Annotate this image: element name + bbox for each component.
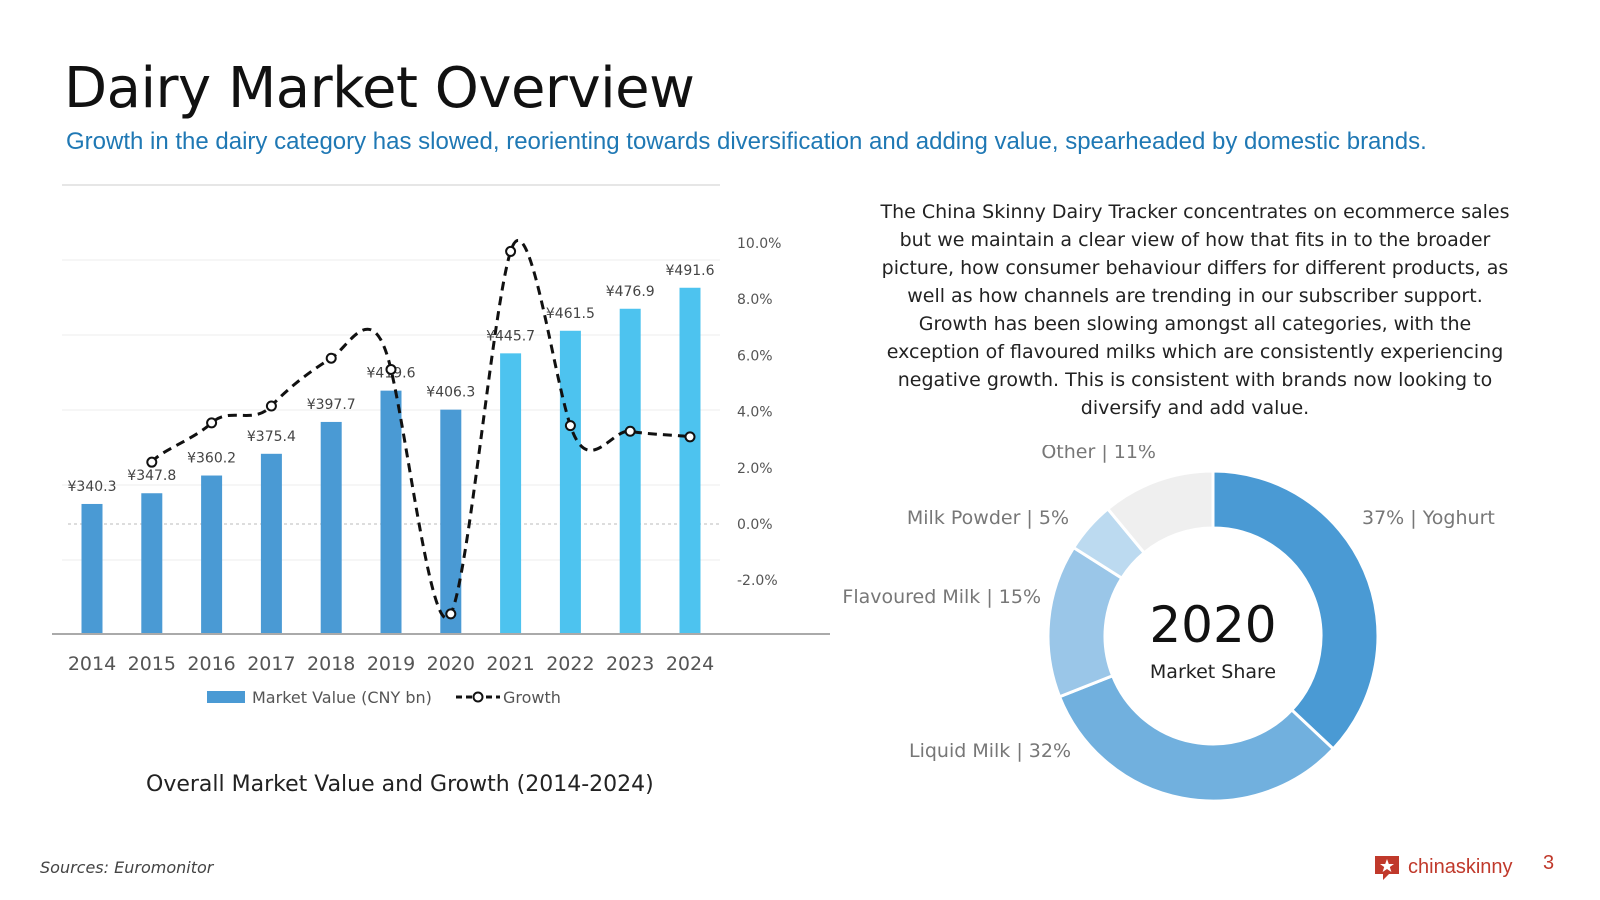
growth-point-2016 bbox=[206, 417, 218, 429]
bar-2022 bbox=[559, 330, 581, 633]
bar-2024 bbox=[679, 287, 701, 633]
y2-tick-0: 10.0% bbox=[737, 236, 781, 252]
growth-point-2017 bbox=[265, 400, 277, 412]
bar-2021 bbox=[500, 353, 522, 633]
donut-label-other: Other | 11% bbox=[1041, 445, 1156, 463]
donut-slice-yoghurt bbox=[1211, 469, 1380, 752]
y2-tick-6: -2.0% bbox=[737, 573, 778, 589]
donut-label-yoghurt: 37% | Yoghurt bbox=[1362, 507, 1495, 529]
donut-slice-other bbox=[1105, 469, 1215, 555]
y2-tick-2: 6.0% bbox=[737, 348, 773, 364]
bar-label-2020: ¥406.3 bbox=[426, 385, 475, 401]
growth-point-2023 bbox=[624, 425, 636, 437]
legend-swatch-market-value bbox=[207, 691, 245, 703]
x-tick-2024: 2024 bbox=[666, 653, 714, 675]
donut-label-flavoured-milk: Flavoured Milk | 15% bbox=[842, 586, 1041, 608]
slide-subtitle: Growth in the dairy category has slowed,… bbox=[66, 128, 1427, 155]
bar-2015 bbox=[141, 493, 163, 633]
bar-2014 bbox=[81, 503, 103, 633]
donut-slice-liquid-milk bbox=[1057, 673, 1336, 803]
y2-tick-4: 2.0% bbox=[737, 461, 773, 477]
x-tick-2015: 2015 bbox=[128, 653, 176, 675]
brand-logo-block: chinaskinny bbox=[1372, 852, 1513, 882]
donut-label-milk-powder: Milk Powder | 5% bbox=[907, 507, 1069, 529]
bar-label-2023: ¥476.9 bbox=[606, 284, 655, 300]
x-tick-2021: 2021 bbox=[486, 653, 534, 675]
bar-label-2018: ¥397.7 bbox=[307, 397, 356, 413]
bar-label-2017: ¥375.4 bbox=[247, 429, 296, 445]
y2-tick-1: 8.0% bbox=[737, 292, 773, 308]
bar-2020 bbox=[440, 409, 462, 633]
chinaskinny-logo-icon bbox=[1375, 856, 1399, 880]
secondary-y-axis-ticks: 10.0% 8.0% 6.0% 4.0% 2.0% 0.0% -2.0% bbox=[737, 236, 781, 589]
growth-point-2018 bbox=[325, 352, 337, 364]
description-paragraph: The China Skinny Dairy Tracker concentra… bbox=[880, 201, 1510, 419]
bar-label-2015: ¥347.8 bbox=[127, 468, 176, 484]
donut-slices bbox=[1046, 469, 1380, 803]
market-share-donut-chart: 37% | Yoghurt Liquid Milk | 32% Flavoured … bbox=[842, 445, 1495, 803]
brand-name: chinaskinny bbox=[1408, 855, 1513, 878]
x-axis-ticks: 2014 2015 2016 2017 2018 2019 2020 2021 2022 2023… bbox=[68, 653, 714, 675]
x-tick-2016: 2016 bbox=[187, 653, 235, 675]
bar-2023 bbox=[619, 308, 641, 633]
slide-title: Dairy Market Overview bbox=[64, 56, 695, 121]
y2-tick-3: 4.0% bbox=[737, 405, 773, 421]
bar-label-2016: ¥360.2 bbox=[187, 451, 236, 467]
bar-label-2024: ¥491.6 bbox=[666, 263, 715, 279]
legend-swatch-growth-marker bbox=[472, 691, 484, 703]
x-tick-2017: 2017 bbox=[247, 653, 295, 675]
x-tick-2020: 2020 bbox=[427, 653, 475, 675]
bar-label-2014: ¥340.3 bbox=[68, 479, 117, 495]
growth-point-2015 bbox=[146, 456, 158, 468]
chart-legend: Market Value (CNY bn) Growth bbox=[207, 688, 561, 707]
growth-point-2019 bbox=[385, 363, 397, 375]
growth-point-2022 bbox=[564, 420, 576, 432]
x-tick-2018: 2018 bbox=[307, 653, 355, 675]
page-number: 3 bbox=[1543, 852, 1555, 874]
legend-label-growth: Growth bbox=[503, 688, 561, 707]
x-tick-2023: 2023 bbox=[606, 653, 654, 675]
bar-2019 bbox=[380, 390, 402, 633]
bars bbox=[81, 287, 701, 633]
sources-note: Sources: Euromonitor bbox=[40, 858, 214, 877]
growth-line bbox=[146, 239, 696, 620]
bar-data-labels: ¥340.3¥347.8¥360.2¥375.4¥397.7¥419.6¥406… bbox=[68, 263, 715, 495]
donut-label-liquid-milk: Liquid Milk | 32% bbox=[909, 740, 1071, 762]
legend-label-market-value: Market Value (CNY bn) bbox=[252, 688, 432, 707]
bar-2016 bbox=[201, 475, 223, 633]
bar-2018 bbox=[320, 421, 342, 633]
y2-tick-5: 0.0% bbox=[737, 517, 773, 533]
bar-label-2022: ¥461.5 bbox=[546, 306, 595, 322]
donut-slice-labels: 37% | Yoghurt Liquid Milk | 32% Flavoured … bbox=[842, 445, 1494, 762]
x-tick-2022: 2022 bbox=[546, 653, 594, 675]
growth-point-2020 bbox=[445, 608, 457, 620]
growth-point-2024 bbox=[684, 431, 696, 443]
growth-point-2021 bbox=[505, 245, 517, 257]
market-value-growth-chart: ¥340.3¥347.8¥360.2¥375.4¥397.7¥419.6¥406… bbox=[52, 184, 830, 707]
x-tick-2019: 2019 bbox=[367, 653, 415, 675]
x-tick-2014: 2014 bbox=[68, 653, 116, 675]
bar-label-2021: ¥445.7 bbox=[486, 328, 535, 344]
donut-center-year: 2020 bbox=[1149, 596, 1276, 654]
bar-2017 bbox=[260, 453, 282, 633]
donut-center-subtitle: Market Share bbox=[1150, 661, 1276, 683]
chart-caption: Overall Market Value and Growth (2014-20… bbox=[146, 772, 654, 797]
